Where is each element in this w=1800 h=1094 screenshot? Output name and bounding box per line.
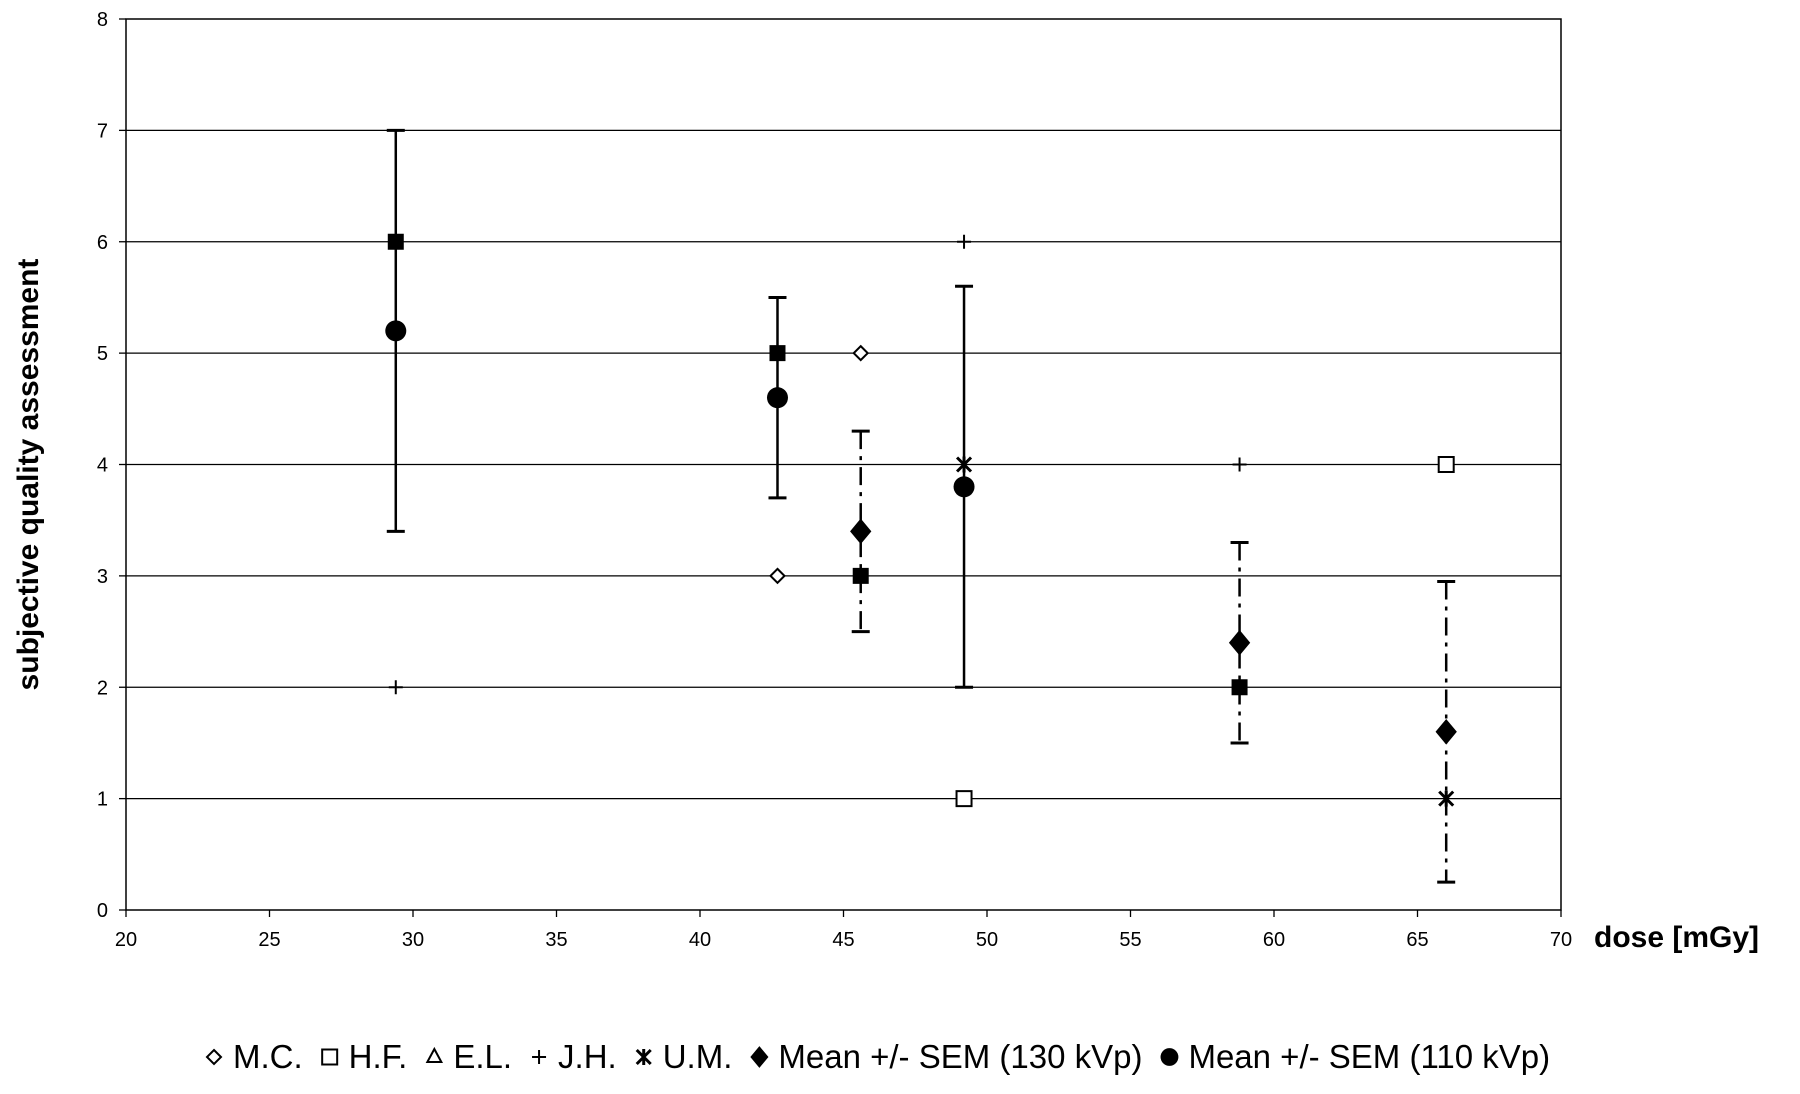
- gridlines: [126, 129, 1561, 800]
- legend-marker: [205, 1048, 223, 1066]
- data-point: [769, 567, 786, 585]
- data-point-filled-square: [769, 345, 786, 362]
- data-point: [1232, 457, 1247, 472]
- legend-item: Mean +/- SEM (130 kVp): [750, 1038, 1142, 1075]
- legend-marker-shape: [532, 1050, 547, 1064]
- x-tick-label: 60: [1263, 929, 1285, 951]
- legend-marker: [750, 1046, 769, 1068]
- data-point: [1438, 790, 1455, 807]
- y-tick-label: 3: [97, 566, 108, 588]
- legend-marker-shape: [1160, 1048, 1179, 1066]
- data-point: [953, 476, 975, 498]
- data-point: [852, 344, 870, 362]
- legend-item: M.C.: [205, 1038, 303, 1075]
- y-tick-label: 4: [97, 455, 108, 477]
- legend-label: Mean +/- SEM (130 kVp): [778, 1038, 1142, 1075]
- legend-label: E.L.: [453, 1038, 512, 1075]
- legend-label: J.H.: [558, 1038, 617, 1075]
- data-point: [1437, 456, 1455, 473]
- x-tick-label: 70: [1550, 929, 1572, 951]
- legend-marker-shape: [205, 1048, 223, 1066]
- y-tick-label: 0: [97, 900, 108, 922]
- y-tick-label: 7: [97, 120, 108, 142]
- legend-marker-shape: [750, 1046, 769, 1068]
- x-tick-label: 20: [115, 929, 137, 951]
- legend-marker-shape: [635, 1048, 652, 1066]
- y-tick-label: 5: [97, 343, 108, 365]
- data-point: [385, 320, 407, 342]
- y-tick-label: 8: [97, 9, 108, 31]
- data-markers: [385, 233, 1457, 808]
- data-point: [955, 790, 973, 808]
- legend-marker-shape: [425, 1046, 444, 1063]
- legend-item: J.H.: [532, 1038, 617, 1075]
- x-tick-label: 65: [1406, 929, 1428, 951]
- legend-item: U.M.: [635, 1038, 733, 1075]
- x-tick-label: 50: [976, 929, 998, 951]
- legend-marker: [425, 1046, 444, 1063]
- y-tick-label: 1: [97, 789, 108, 811]
- legend-item: H.F.: [321, 1038, 408, 1075]
- data-point: [1435, 719, 1457, 745]
- data-point: [957, 234, 972, 249]
- y-axis-label: subjective quality assessment: [12, 259, 45, 691]
- legend-marker: [635, 1048, 652, 1066]
- data-point: [766, 387, 788, 409]
- legend-label: U.M.: [663, 1038, 733, 1075]
- x-axis-label: dose [mGy]: [1594, 921, 1759, 954]
- data-point: [388, 680, 403, 695]
- data-point: [850, 518, 872, 545]
- data-point-filled-square: [1231, 679, 1248, 696]
- x-tick-label: 25: [258, 929, 280, 951]
- legend-item: E.L.: [425, 1038, 512, 1075]
- x-tick-label: 45: [832, 929, 854, 951]
- x-tick-labels: 20 25 30 35 40 45 50 55 60 65 70: [115, 910, 1572, 951]
- data-point-filled-square: [852, 567, 869, 584]
- legend-label: M.C.: [233, 1038, 303, 1075]
- y-tick-labels: 0 1 2 3 4 5 6 7 8: [97, 9, 126, 922]
- x-tick-label: 40: [689, 929, 711, 951]
- data-point-filled-square: [387, 233, 404, 250]
- data-point: [1228, 629, 1251, 656]
- legend-marker: [321, 1048, 339, 1066]
- legend-marker-shape: [321, 1048, 339, 1066]
- data-point: [955, 456, 973, 473]
- y-tick-label: 2: [97, 677, 108, 699]
- legend: M.C. H.F. E.L. J.H. U.M. Mean +/- SEM (130 kV…: [205, 1038, 1550, 1075]
- x-tick-label: 35: [545, 929, 567, 951]
- legend-label: Mean +/- SEM (110 kVp): [1188, 1038, 1550, 1075]
- legend-item: Mean +/- SEM (110 kVp): [1160, 1038, 1550, 1075]
- x-tick-label: 55: [1119, 929, 1141, 951]
- error-bars: [386, 128, 1456, 884]
- legend-label: H.F.: [349, 1038, 408, 1075]
- x-tick-label: 30: [402, 929, 424, 951]
- legend-marker: [532, 1050, 547, 1064]
- legend-marker: [1160, 1048, 1179, 1066]
- y-tick-label: 6: [97, 232, 108, 254]
